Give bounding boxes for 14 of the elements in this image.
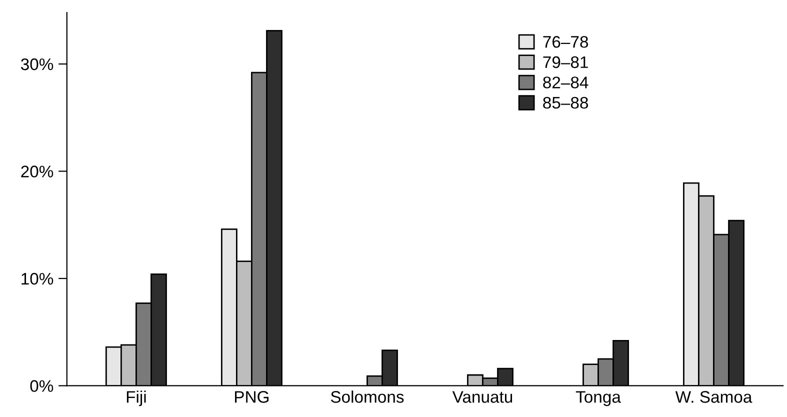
x-tick-label: Vanuatu (452, 391, 512, 403)
y-tick-label: 20% (21, 166, 54, 178)
y-tick-label: 30% (20, 58, 54, 70)
x-tick-label: W. Samoa (675, 391, 752, 403)
legend-label: 82–84 (543, 76, 588, 88)
legend-label: 76–78 (543, 36, 588, 48)
legend-label: 79–81 (543, 56, 588, 68)
y-tick-label: 0% (30, 380, 54, 392)
x-tick-label: Solomons (330, 390, 404, 403)
legend-label: 85–88 (543, 96, 588, 109)
x-tick-label: Fiji (126, 390, 146, 406)
x-tick-label: PNG (235, 391, 269, 403)
x-tick-label: Tonga (576, 391, 621, 406)
y-tick-label: 10% (22, 272, 54, 285)
